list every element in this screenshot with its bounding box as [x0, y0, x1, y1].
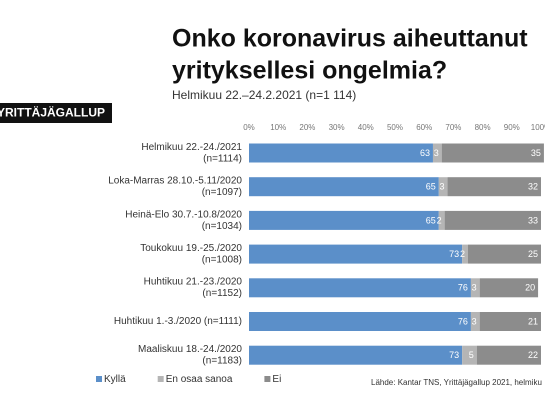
- bar-segment: [462, 244, 468, 264]
- bar-segment: [462, 345, 477, 365]
- bar-segment: [249, 312, 471, 331]
- category-label: Heinä-Elo 30.7.-10.8/2020: [125, 209, 242, 220]
- value-label: 73: [449, 350, 459, 360]
- x-tick-label: 90%: [504, 123, 520, 132]
- value-label: 76: [458, 316, 468, 326]
- bar-segment: [470, 278, 480, 298]
- bar-segment: [249, 210, 439, 230]
- category-label: Maaliskuu 18.-24./2020: [138, 344, 242, 355]
- x-tick-label: 80%: [475, 123, 491, 132]
- legend-label: En osaa sanoa: [166, 374, 233, 385]
- bar-segment: [470, 312, 480, 331]
- x-tick-label: 70%: [445, 123, 461, 132]
- category-label: (n=1008): [202, 254, 242, 265]
- bar-segment: [438, 210, 445, 230]
- value-label: 73: [449, 249, 459, 259]
- bar-segment: [479, 312, 541, 331]
- bar-segment: [441, 143, 544, 163]
- legend-label: Kyllä: [104, 374, 126, 385]
- value-label: 32: [528, 182, 538, 192]
- x-tick-label: 60%: [416, 123, 432, 132]
- x-tick-label: 50%: [387, 123, 403, 132]
- bar-segment: [444, 210, 541, 230]
- legend-swatch: [157, 376, 164, 382]
- bar-segment: [249, 278, 471, 298]
- bar-segment: [249, 177, 439, 197]
- bar-segment: [249, 244, 463, 264]
- value-label: 3: [440, 182, 445, 192]
- value-label: 76: [458, 283, 468, 293]
- value-label: 63: [420, 148, 430, 158]
- category-label: Loka-Marras 28.10.-5.11/2020: [108, 176, 242, 187]
- source: Lähde: Kantar TNS, Yrittäjägallup 2021, …: [371, 378, 542, 387]
- value-label: 35: [531, 148, 541, 158]
- chart-title: Onko koronavirus aiheuttanut: [172, 25, 528, 53]
- chart-title: yrityksellesi ongelmia?: [172, 57, 447, 85]
- value-label: 65: [426, 215, 436, 225]
- value-label: 33: [528, 215, 538, 225]
- legend-swatch: [96, 376, 102, 382]
- category-label: Toukokuu 19.-25./2020: [140, 243, 242, 254]
- value-label: 3: [472, 316, 477, 326]
- legend-swatch: [264, 376, 271, 382]
- value-label: 22: [528, 350, 538, 360]
- category-label: Helmikuu 22.-24./2021: [141, 142, 242, 153]
- value-label: 65: [426, 182, 436, 192]
- value-label: 21: [528, 316, 538, 326]
- bar-segment: [249, 143, 433, 163]
- bar-segment: [479, 278, 539, 298]
- bar-segment: [476, 345, 541, 365]
- x-tick-label: 10%: [270, 123, 286, 132]
- bar-segment: [447, 177, 541, 197]
- x-tick-label: 100%: [531, 123, 545, 132]
- x-tick-label: 0%: [243, 123, 255, 132]
- bar-segment: [249, 345, 463, 365]
- bar-segment: [438, 177, 448, 197]
- legend-label: Ei: [272, 374, 281, 385]
- value-label: 20: [525, 283, 535, 293]
- badge-box: [0, 103, 112, 123]
- category-label: (n=1114): [203, 153, 242, 164]
- x-tick-label: 40%: [358, 123, 374, 132]
- category-label: (n=1034): [202, 221, 242, 232]
- x-tick-label: 20%: [299, 123, 315, 132]
- value-label: 5: [469, 350, 474, 360]
- value-label: 2: [460, 249, 465, 259]
- category-label: (n=1152): [202, 288, 242, 299]
- value-label: 2: [437, 215, 442, 225]
- badge: YRITTÄJÄGALLUP: [0, 105, 105, 120]
- x-tick-label: 30%: [329, 123, 345, 132]
- bar-segment: [432, 143, 442, 163]
- bar-segment: [468, 244, 541, 264]
- category-label: (n=1097): [202, 187, 242, 198]
- value-label: 3: [434, 148, 439, 158]
- category-label: (n=1183): [202, 356, 242, 367]
- value-label: 25: [528, 249, 538, 259]
- value-label: 3: [472, 283, 477, 293]
- category-label: Huhtikuu 1.-3./2020 (n=1111): [114, 316, 242, 327]
- chart-subtitle: Helmikuu 22.–24.2.2021 (n=1 114): [172, 88, 356, 102]
- category-label: Huhtikuu 21.-23./2020: [144, 277, 243, 288]
